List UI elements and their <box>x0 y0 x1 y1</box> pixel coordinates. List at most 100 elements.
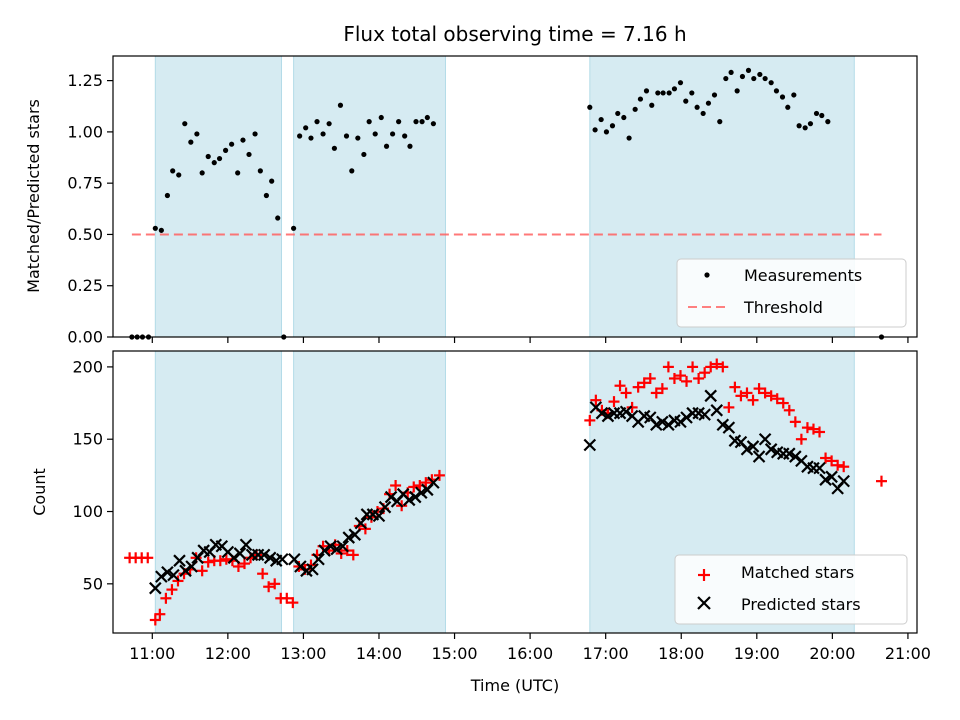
measurement-point <box>240 137 246 143</box>
matched-star-point <box>741 387 753 399</box>
predicted-star-point <box>185 560 198 573</box>
measurement-point <box>337 102 344 108</box>
measurement-point <box>791 92 797 98</box>
matched-star-point <box>711 358 723 370</box>
measurement-point <box>170 168 176 174</box>
predicted-star-point <box>740 443 754 456</box>
measurement-point <box>263 192 269 199</box>
matched-star-point <box>747 394 759 406</box>
measurement-point <box>807 121 814 127</box>
measurement-point <box>637 96 644 102</box>
measurement-point <box>205 153 211 160</box>
y-tick-label: 200 <box>72 357 103 376</box>
bottom-y-ticks: 50 100 150 200 <box>72 357 113 593</box>
predicted-star-point <box>819 473 832 486</box>
matched-star-point <box>832 459 844 471</box>
predicted-star-point <box>716 418 730 432</box>
matched-star-point <box>759 387 771 399</box>
measurement-point <box>290 225 297 231</box>
matched-star-point <box>795 433 807 445</box>
top-y-ticks: 0.00 0.25 0.50 0.75 1.00 1.25 <box>67 71 113 347</box>
measurement-point <box>211 160 217 166</box>
predicted-star-point <box>294 560 307 573</box>
x-tick-label: 12:00 <box>205 644 251 663</box>
measurement-point <box>297 133 303 139</box>
predicted-star-point <box>161 565 174 579</box>
measurement-point <box>229 141 235 147</box>
measurement-point <box>402 133 408 139</box>
matched-star-point <box>281 592 293 604</box>
x-tick-label: 21:00 <box>885 644 931 663</box>
matched-star-point <box>149 614 161 626</box>
matched-star-point <box>668 372 680 384</box>
measurement-point <box>739 73 746 80</box>
predicted-star-point <box>650 418 663 432</box>
predicted-star-point <box>825 470 838 484</box>
measurement-point <box>705 100 712 106</box>
y-tick-label: 50 <box>83 574 103 593</box>
measurement-point <box>413 119 419 125</box>
measurement-point <box>711 92 718 98</box>
measurement-point <box>383 143 390 149</box>
matched-star-point <box>590 394 602 406</box>
top-legend: Measurements Threshold <box>676 258 907 328</box>
predicted-star-point <box>336 539 349 553</box>
matched-star-point <box>674 370 686 382</box>
matched-star-point <box>765 390 777 402</box>
predicted-star-point <box>710 404 724 417</box>
predicted-star-point <box>601 409 615 423</box>
measurement-point <box>796 123 802 129</box>
predicted-star-point <box>354 516 368 530</box>
measurement-point <box>717 119 723 125</box>
x-axis-label: Time (UTC) <box>470 676 559 695</box>
predicted-star-point <box>674 415 687 429</box>
measurement-point <box>152 225 158 231</box>
measurement-point <box>728 69 734 76</box>
measurement-point <box>671 86 678 92</box>
matched-star-point <box>789 416 801 428</box>
y-tick-label: 100 <box>72 502 103 521</box>
measurement-point <box>246 151 252 158</box>
measurement-point <box>802 125 808 131</box>
measurement-point <box>700 110 706 117</box>
measurement-point <box>199 170 205 176</box>
matched-star-point <box>699 367 711 379</box>
measurement-point <box>694 104 700 110</box>
predicted-star-point <box>656 415 669 429</box>
predicted-star-point <box>408 490 422 504</box>
measurement-point <box>182 121 188 127</box>
measurement-point <box>308 135 314 141</box>
matched-star-point <box>735 390 747 402</box>
measurement-point <box>320 131 326 137</box>
predicted-star-point <box>783 447 796 460</box>
legend-threshold-label: Threshold <box>743 298 823 317</box>
measurement-point <box>407 143 413 149</box>
measurement-point <box>222 147 229 153</box>
predicted-star-point <box>662 418 675 432</box>
measurement-point <box>331 145 338 151</box>
measurement-point <box>751 75 757 82</box>
predicted-star-point <box>149 581 162 595</box>
legend-measurements-label: Measurements <box>744 266 862 285</box>
matched-star-point <box>214 555 226 567</box>
bottom-y-axis-label: Count <box>30 468 49 516</box>
measurement-point <box>785 104 791 110</box>
bottom-x-ticks: 11:00 12:00 13:00 14:00 15:00 16:00 17:00 18:00… <box>129 633 931 663</box>
measurement-point <box>235 170 241 176</box>
matched-star-point <box>408 481 420 493</box>
matched-star-point <box>347 549 359 561</box>
matched-star-point <box>783 404 795 416</box>
top-x-ticks <box>151 337 909 343</box>
measurement-point <box>194 131 200 137</box>
matched-star-point <box>238 558 250 570</box>
measurement-point <box>269 178 275 184</box>
matched-star-point <box>620 387 632 399</box>
predicted-star-point <box>764 443 778 456</box>
y-tick-label: 1.25 <box>67 71 103 90</box>
measurement-point <box>768 80 774 86</box>
measurement-point <box>649 102 655 108</box>
predicted-star-point <box>402 493 416 507</box>
x-tick-label: 13:00 <box>280 644 326 663</box>
measurement-point <box>361 151 367 158</box>
